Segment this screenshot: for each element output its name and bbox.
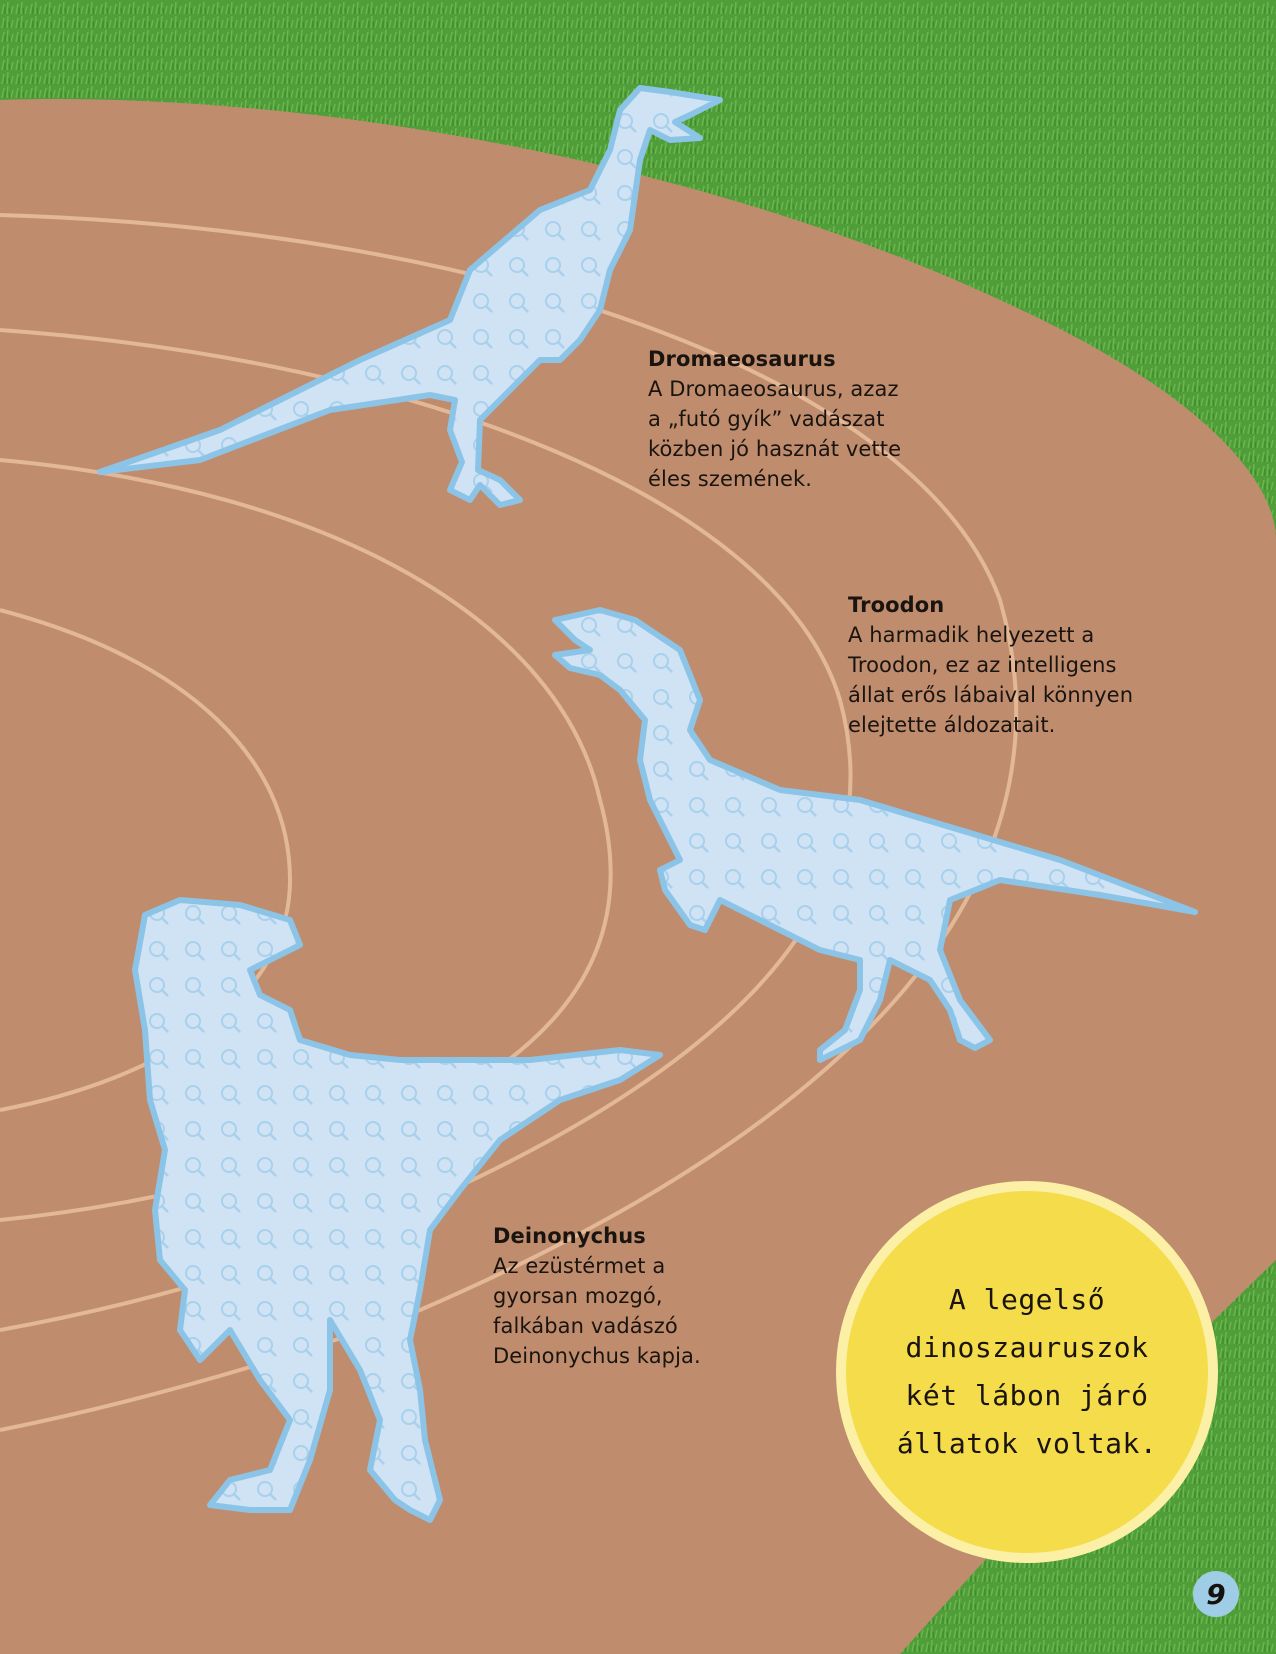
caption-line: állat erős lábaival könnyen bbox=[848, 683, 1134, 707]
caption-line: Az ezüstérmet a bbox=[493, 1254, 666, 1278]
caption-line: gyorsan mozgó, bbox=[493, 1284, 663, 1308]
fact-badge: A legelső dinoszauruszok két lábon járó … bbox=[846, 1191, 1208, 1553]
caption-line: A harmadik helyezett a bbox=[848, 623, 1095, 647]
dromaeosaurus-silhouette bbox=[97, 85, 723, 508]
caption-line: elejtette áldozatait. bbox=[848, 713, 1056, 737]
fact-line: két lábon járó bbox=[905, 1379, 1149, 1412]
page-number: 9 bbox=[1193, 1571, 1239, 1617]
fact-line: A legelső bbox=[948, 1283, 1106, 1316]
caption-line: A Dromaeosaurus, azaz bbox=[648, 377, 899, 401]
dinosaur-name: Dromaeosaurus bbox=[648, 347, 836, 371]
fact-line: állatok voltak. bbox=[896, 1427, 1158, 1460]
dinosaur-name: Deinonychus bbox=[493, 1224, 646, 1248]
caption-line: Troodon, ez az intelligens bbox=[848, 653, 1117, 677]
fact-line: dinoszauruszok bbox=[905, 1331, 1149, 1364]
deinonychus-caption: Deinonychus Az ezüstérmet a gyorsan mozg… bbox=[493, 1221, 793, 1371]
dromaeosaurus-caption: Dromaeosaurus A Dromaeosaurus, azaz a „f… bbox=[648, 344, 948, 494]
troodon-silhouette bbox=[552, 607, 1198, 1063]
troodon-caption: Troodon A harmadik helyezett a Troodon, … bbox=[848, 590, 1148, 740]
caption-line: éles szemének. bbox=[648, 467, 813, 491]
dinosaur-name: Troodon bbox=[848, 593, 945, 617]
deinonychus-silhouette bbox=[132, 897, 663, 1523]
caption-line: falkában vadászó bbox=[493, 1314, 678, 1338]
caption-line: Deinonychus kapja. bbox=[493, 1344, 701, 1368]
caption-line: a „futó gyík” vadászat bbox=[648, 407, 885, 431]
caption-line: közben jó hasznát vette bbox=[648, 437, 902, 461]
